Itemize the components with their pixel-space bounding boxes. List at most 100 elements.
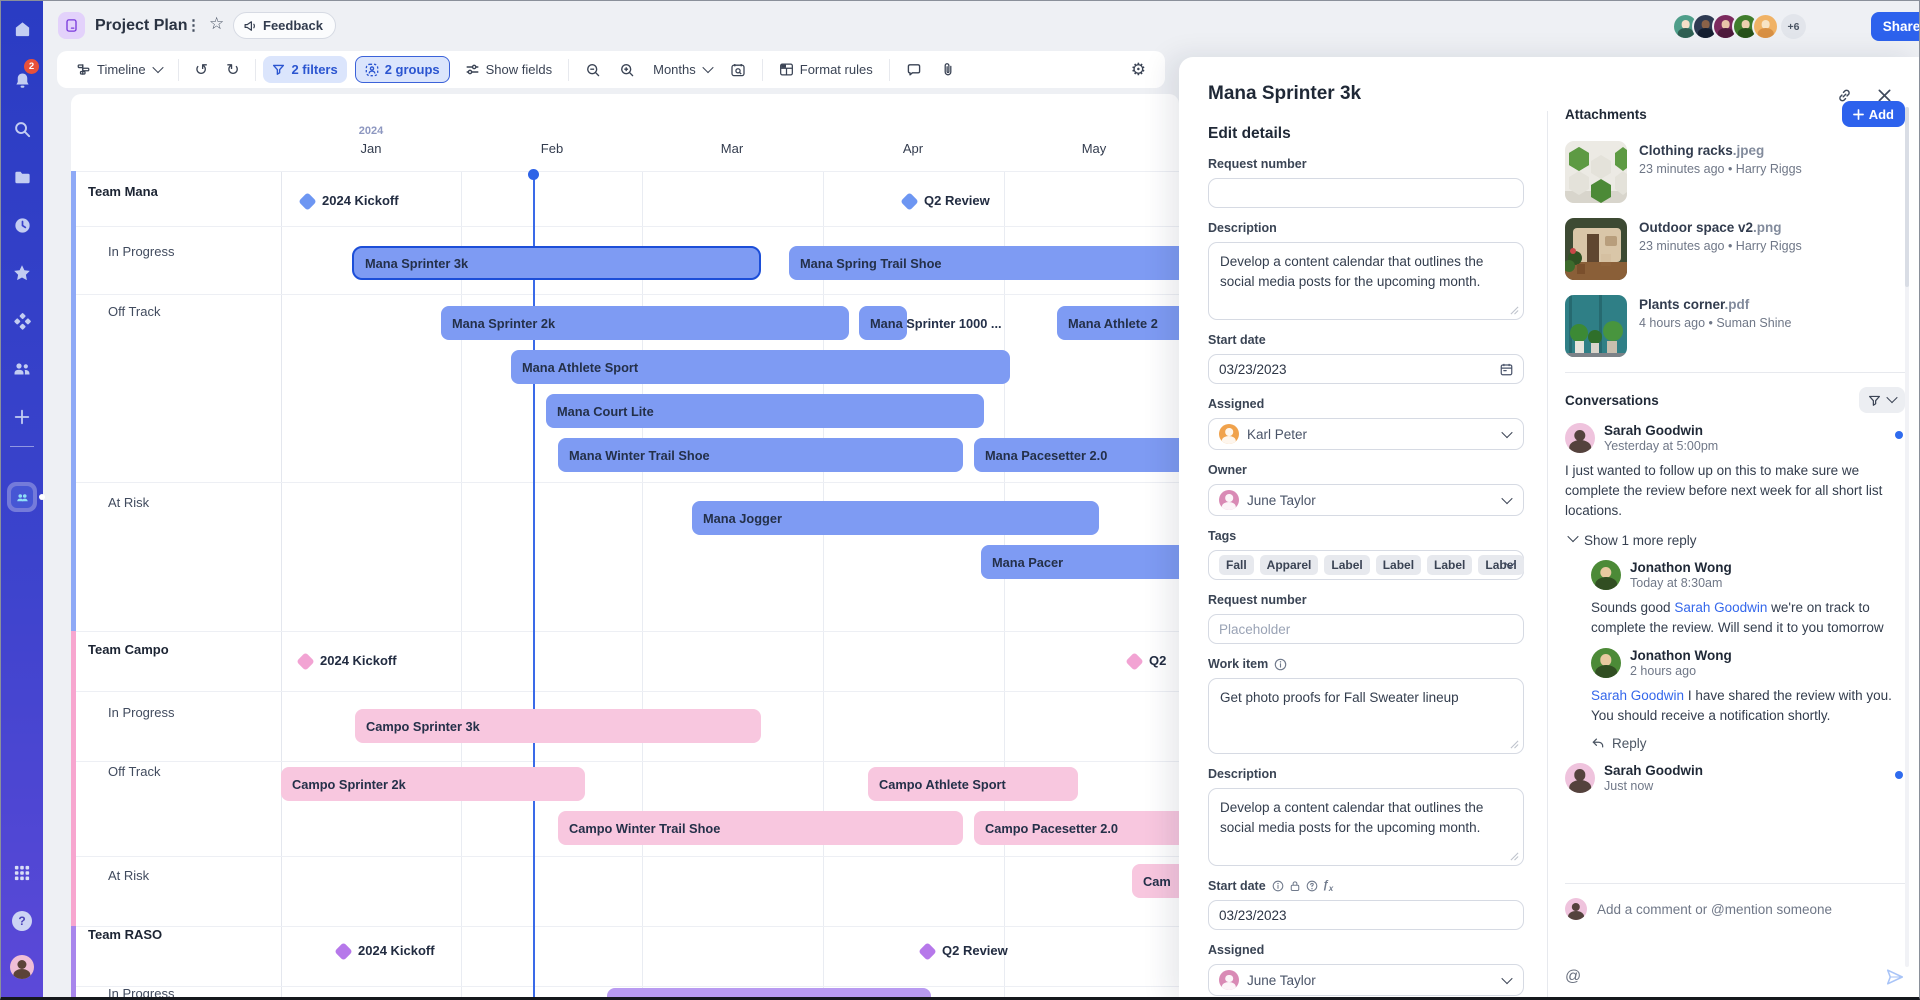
attachment-item[interactable]: Plants corner.pdf 4 hours ago • Suman Sh… bbox=[1565, 295, 1905, 357]
project-menu-icon[interactable]: ⋮ bbox=[186, 17, 201, 34]
timeline-bar[interactable]: Mana Winter Trail Shoe bbox=[558, 438, 963, 472]
scrollbar-thumb[interactable] bbox=[1905, 107, 1909, 287]
tag-chip[interactable]: Apparel bbox=[1259, 555, 1319, 575]
timeline-bar[interactable]: Mana Sprinter 3k bbox=[352, 246, 761, 280]
groups-button[interactable]: 2 groups bbox=[354, 56, 450, 83]
add-plus-icon[interactable] bbox=[1, 402, 43, 432]
timeline-bar[interactable]: Mana Jogger bbox=[692, 501, 1099, 535]
owner-select[interactable]: June Taylor bbox=[1208, 484, 1524, 516]
timeline-bar[interactable] bbox=[607, 988, 931, 997]
tag-chip[interactable]: Fall bbox=[1219, 555, 1254, 575]
comment-author[interactable]: Sarah Goodwin bbox=[1604, 762, 1704, 778]
format-rules-button[interactable]: Format rules bbox=[770, 56, 882, 83]
tag-chip[interactable]: Label bbox=[1427, 555, 1473, 575]
attachment-item[interactable]: Outdoor space v2.png 23 minutes ago • Ha… bbox=[1565, 218, 1905, 280]
start-date-input[interactable]: 03/23/2023 bbox=[1208, 354, 1524, 384]
tag-chip[interactable]: Label bbox=[1324, 555, 1370, 575]
timeline-bar[interactable]: Mana Pacer bbox=[981, 545, 1179, 579]
tag-chip[interactable]: Label bbox=[1478, 555, 1524, 575]
conversation-filter-button[interactable] bbox=[1859, 387, 1905, 413]
settings-gear-icon[interactable]: ⚙ bbox=[1130, 59, 1146, 79]
zoom-level-select[interactable]: Months bbox=[644, 56, 721, 83]
comment-author[interactable]: Jonathon Wong bbox=[1630, 559, 1732, 575]
reply-button[interactable]: Reply bbox=[1591, 736, 1905, 751]
resize-handle[interactable] bbox=[1510, 852, 1519, 861]
timeline-bar[interactable]: Mana Sprinter 1000 ... bbox=[859, 306, 1002, 340]
info-icon[interactable] bbox=[1274, 658, 1287, 671]
lock-icon[interactable] bbox=[1289, 880, 1301, 892]
start-date-input-2[interactable]: 03/23/2023 bbox=[1208, 900, 1524, 931]
mention-link[interactable]: Sarah Goodwin bbox=[1591, 687, 1685, 703]
milestone-diamond[interactable] bbox=[918, 942, 937, 961]
help-icon[interactable] bbox=[1306, 880, 1318, 892]
clock-icon[interactable] bbox=[1, 210, 43, 240]
milestone-diamond[interactable] bbox=[1125, 652, 1144, 671]
comment-composer[interactable]: Add a comment or @mention someone @ bbox=[1565, 883, 1905, 997]
zoom-out-button[interactable] bbox=[576, 56, 610, 83]
resize-handle[interactable] bbox=[1510, 306, 1519, 315]
close-icon[interactable] bbox=[1873, 84, 1895, 106]
timeline-canvas[interactable]: 2024 Jan Feb Mar Apr May Team Mana In Progress O… bbox=[71, 94, 1179, 997]
view-switcher[interactable]: Timeline bbox=[67, 56, 171, 83]
home-icon[interactable] bbox=[1, 14, 43, 44]
timeline-bar[interactable]: Mana Sprinter 2k bbox=[441, 306, 849, 340]
milestone-diamond[interactable] bbox=[298, 192, 317, 211]
filters-button[interactable]: 2 filters bbox=[263, 56, 347, 83]
app-grid-icon[interactable] bbox=[1, 858, 43, 888]
info-icon[interactable] bbox=[1272, 880, 1284, 892]
comment-author[interactable]: Sarah Goodwin bbox=[1604, 423, 1704, 438]
attachments-button[interactable] bbox=[931, 56, 965, 83]
apps-diamonds-icon[interactable] bbox=[1, 306, 43, 336]
description-textarea-2[interactable]: Develop a content calendar that outlines… bbox=[1208, 788, 1524, 866]
feedback-button[interactable]: Feedback bbox=[233, 12, 336, 39]
timeline-bar[interactable]: Mana Pacesetter 2.0 bbox=[974, 438, 1179, 472]
add-attachment-button[interactable]: Add bbox=[1841, 101, 1905, 127]
show-more-replies[interactable]: Show 1 more reply bbox=[1567, 531, 1905, 548]
timeline-bar[interactable]: Mana Athlete 2 bbox=[1057, 306, 1179, 340]
team-users-icon[interactable] bbox=[1, 354, 43, 384]
timeline-bar[interactable]: Mana Athlete Sport bbox=[511, 350, 1010, 384]
comments-button[interactable] bbox=[897, 56, 931, 83]
redo-button[interactable]: ↻ bbox=[226, 61, 240, 79]
description-textarea[interactable]: Develop a content calendar that outlines… bbox=[1208, 242, 1524, 320]
timeline-bar[interactable]: Campo Athlete Sport bbox=[868, 767, 1078, 801]
collaborator-avatars[interactable]: +6 bbox=[1672, 13, 1806, 40]
undo-button[interactable]: ↺ bbox=[194, 61, 209, 79]
timeline-bar[interactable]: Mana Spring Trail Shoe bbox=[789, 246, 1179, 280]
zoom-in-button[interactable] bbox=[610, 56, 644, 83]
tags-select[interactable]: Fall Apparel Label Label Label Label bbox=[1208, 550, 1524, 580]
attachment-item[interactable]: Clothing racks.jpeg 23 minutes ago • Har… bbox=[1565, 141, 1905, 203]
resize-handle[interactable] bbox=[1510, 740, 1519, 749]
timeline-bar[interactable]: Cam bbox=[1132, 864, 1179, 898]
avatars-overflow-badge[interactable]: +6 bbox=[1781, 14, 1806, 39]
assigned-select-2[interactable]: June Taylor bbox=[1208, 964, 1524, 997]
group-label[interactable]: Team Mana bbox=[88, 184, 158, 199]
timeline-bar[interactable]: Campo Pacesetter 2.0 bbox=[974, 811, 1179, 845]
group-label[interactable]: Team RASO bbox=[88, 927, 163, 942]
group-label[interactable]: Team Campo bbox=[88, 642, 169, 657]
show-fields-button[interactable]: Show fields bbox=[456, 56, 561, 83]
timeline-bar[interactable]: Campo Winter Trail Shoe bbox=[558, 811, 963, 845]
jump-to-date-button[interactable] bbox=[721, 56, 755, 83]
work-item-textarea[interactable]: Get photo proofs for Fall Sweater lineup bbox=[1208, 678, 1524, 754]
copy-link-icon[interactable] bbox=[1833, 84, 1855, 106]
timeline-bar[interactable]: Campo Sprinter 2k bbox=[281, 767, 585, 801]
share-button[interactable]: Share bbox=[1871, 12, 1919, 41]
formula-icon[interactable]: ƒx bbox=[1322, 879, 1334, 894]
request-number-input-2[interactable]: Placeholder bbox=[1208, 614, 1524, 644]
mention-link[interactable]: Sarah Goodwin bbox=[1674, 599, 1768, 615]
comment-author[interactable]: Jonathon Wong bbox=[1630, 647, 1732, 663]
favorites-star-icon[interactable] bbox=[1, 258, 43, 288]
timeline-bar[interactable]: Campo Sprinter 3k bbox=[355, 709, 761, 743]
request-number-input[interactable] bbox=[1208, 178, 1524, 208]
milestone-diamond[interactable] bbox=[334, 942, 353, 961]
notifications-bell-icon[interactable]: 2 bbox=[1, 59, 43, 95]
assigned-select[interactable]: Karl Peter bbox=[1208, 418, 1524, 450]
mention-at-icon[interactable]: @ bbox=[1565, 968, 1582, 985]
project-logo[interactable] bbox=[58, 12, 85, 39]
profile-avatar[interactable] bbox=[1, 952, 43, 982]
timeline-bar[interactable]: Mana Court Lite bbox=[546, 394, 984, 428]
help-icon[interactable]: ? bbox=[1, 906, 43, 936]
favorite-star-icon[interactable]: ☆ bbox=[209, 14, 225, 33]
milestone-diamond[interactable] bbox=[900, 192, 919, 211]
